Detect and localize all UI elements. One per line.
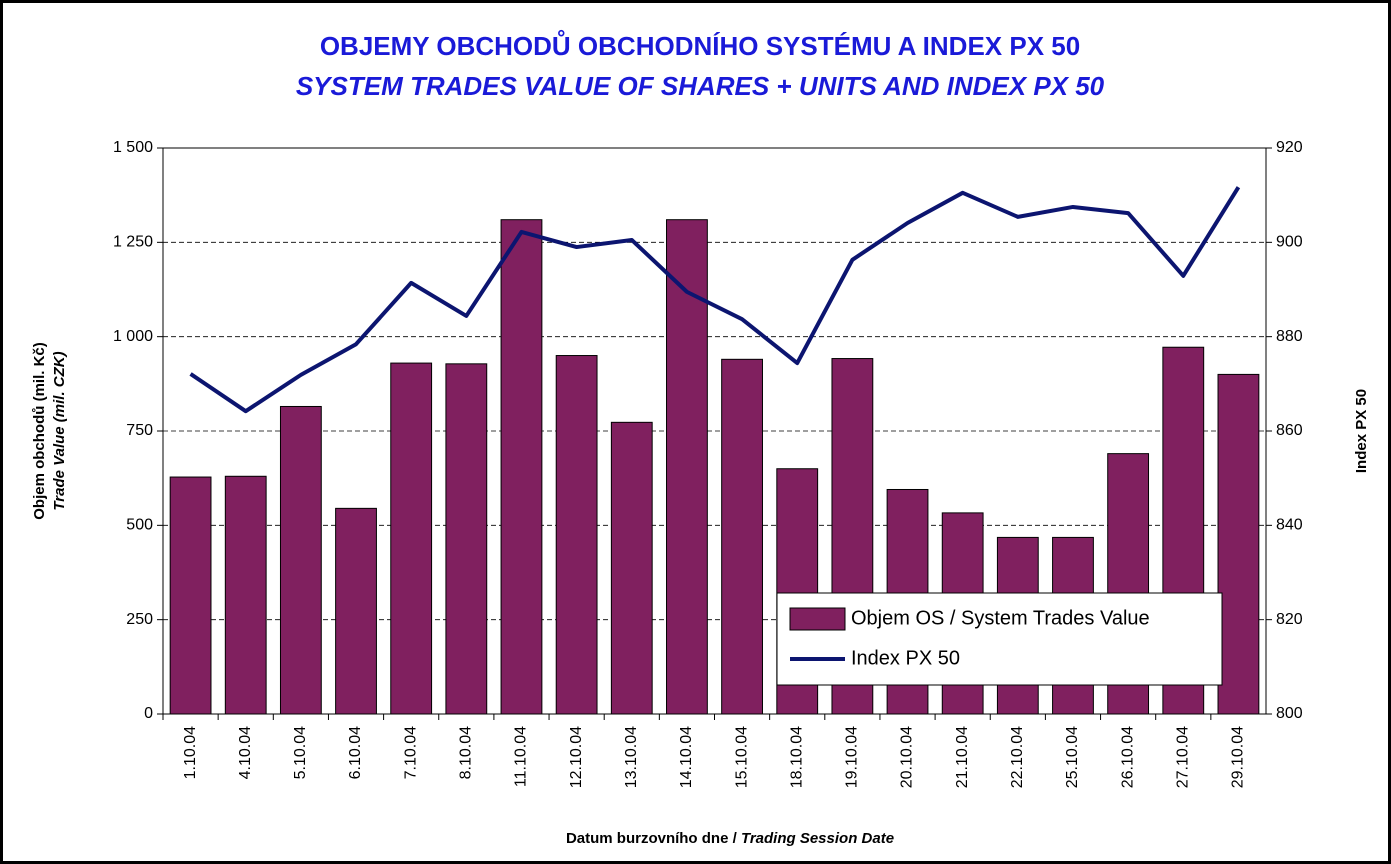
chart-subtitle: SYSTEM TRADES VALUE OF SHARES + UNITS AN… — [296, 71, 1105, 101]
bar — [555, 355, 598, 715]
x-tick-label: 26.10.04 — [1119, 726, 1136, 788]
bar — [335, 507, 377, 715]
y-tick-label: 1 250 — [113, 234, 153, 251]
x-tick-label: 25.10.04 — [1064, 726, 1081, 788]
x-tick-label: 6.10.04 — [347, 726, 364, 779]
y2-tick-label: 820 — [1276, 611, 1303, 628]
legend-label: Objem OS / System Trades Value — [851, 607, 1150, 629]
x-label-part: Datum burzovního dne / — [566, 830, 741, 847]
bar — [224, 475, 267, 715]
legend-swatch — [789, 607, 846, 631]
y-tick-label: 1 000 — [113, 328, 153, 345]
legend-label: Index PX 50 — [851, 647, 960, 669]
x-axis-label: Datum burzovního dne / Trading Session D… — [566, 830, 894, 847]
y-tick-label: 250 — [126, 611, 153, 628]
bar — [445, 363, 488, 715]
x-tick-label: 19.10.04 — [844, 726, 861, 788]
x-tick-label: 22.10.04 — [1009, 726, 1026, 788]
x-tick-label: 1.10.04 — [182, 726, 199, 779]
x-tick-label: 18.10.04 — [788, 726, 805, 788]
x-tick-label: 11.10.04 — [513, 726, 530, 787]
y2-tick-label: 800 — [1276, 705, 1303, 722]
x-tick-label: 27.10.04 — [1174, 726, 1191, 788]
y2-tick-label: 880 — [1276, 328, 1303, 345]
y2-tick-label: 920 — [1276, 139, 1303, 156]
y-label-line: Trade Value (mil. CZK) — [51, 351, 68, 510]
x-tick-label: 29.10.04 — [1230, 726, 1247, 788]
bar — [279, 405, 322, 715]
x-tick-label: 12.10.04 — [568, 726, 585, 788]
chart-title: OBJEMY OBCHODŮ OBCHODNÍHO SYSTÉMU A INDE… — [320, 29, 1080, 61]
y-tick-label: 750 — [126, 422, 153, 439]
x-tick-label: 8.10.04 — [458, 726, 475, 779]
bar — [1217, 373, 1260, 715]
x-tick-label: 20.10.04 — [899, 726, 916, 788]
legend-box — [776, 592, 1223, 686]
bar — [500, 219, 543, 715]
x-tick-label: 13.10.04 — [623, 726, 640, 788]
x-tick-label: 15.10.04 — [733, 726, 750, 788]
y-tick-label: 500 — [126, 517, 153, 534]
x-tick-label: 21.10.04 — [954, 726, 971, 788]
y2-tick-label: 840 — [1276, 517, 1303, 534]
x-tick-label: 5.10.04 — [292, 726, 309, 779]
y2-tick-label: 900 — [1276, 234, 1303, 251]
x-tick-label: 4.10.04 — [237, 726, 254, 779]
line — [189, 186, 1241, 414]
bar — [721, 358, 763, 715]
y-axis-label: Objem obchodů (mil. Kč) Trade Value (mil… — [31, 342, 68, 520]
y-label-line: Objem obchodů (mil. Kč) — [31, 342, 48, 520]
y-tick-label: 1 500 — [113, 139, 153, 156]
bar — [610, 421, 653, 715]
x-tick-label: 14.10.04 — [678, 726, 695, 788]
y2-tick-label: 860 — [1276, 422, 1303, 439]
y2-axis-label: Index PX 50 — [1353, 389, 1370, 473]
x-label-part: Trading Session Date — [741, 830, 894, 847]
x-tick-label: 7.10.04 — [402, 726, 419, 779]
bar — [666, 219, 708, 715]
bar — [390, 362, 433, 715]
y-tick-label: 0 — [144, 705, 153, 722]
bar — [169, 476, 212, 715]
